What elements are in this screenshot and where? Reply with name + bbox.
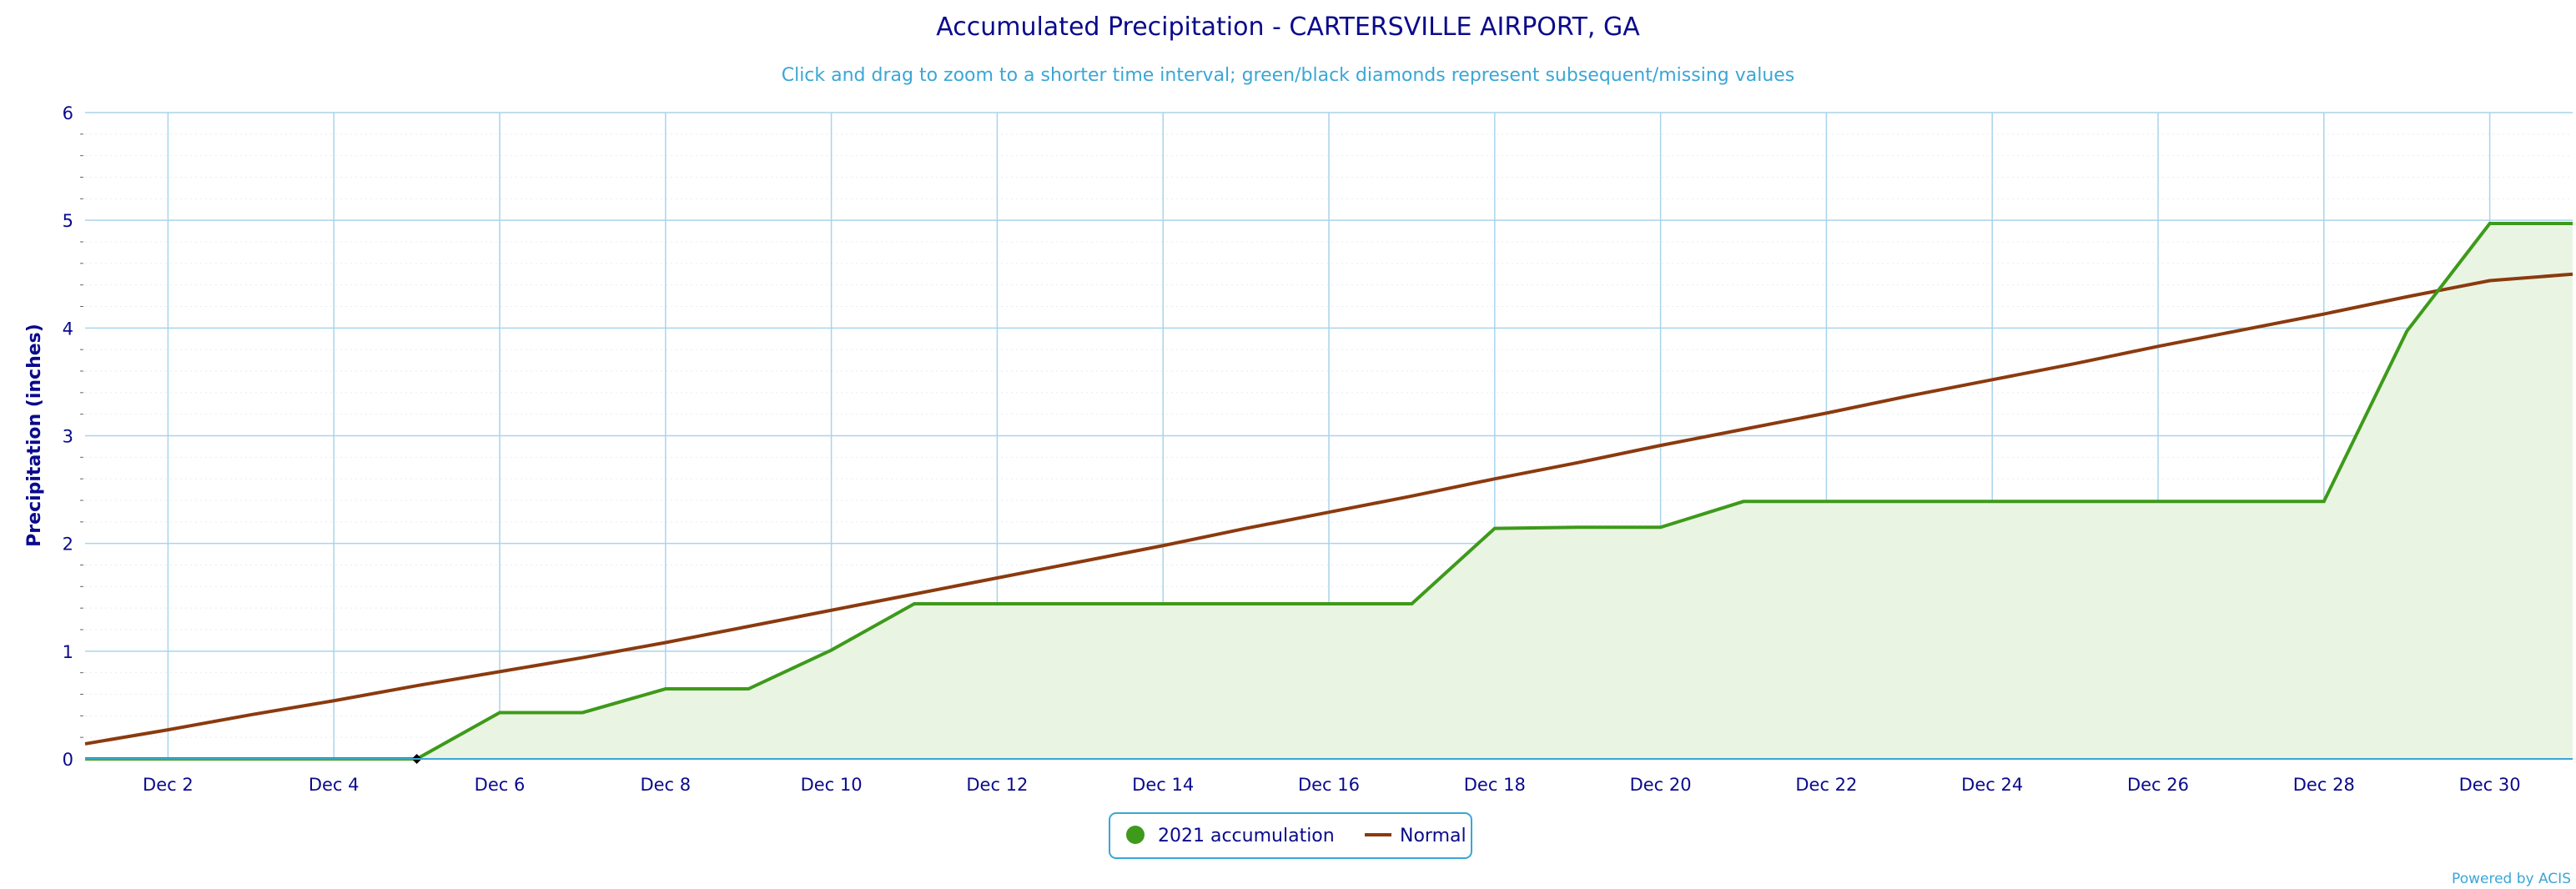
x-tick-label: Dec 18 [1464,775,1526,795]
x-tick-label: Dec 2 [143,775,194,795]
x-tick-label: Dec 12 [966,775,1028,795]
y-tick-label: 5 [63,211,73,231]
y-tick-label: 1 [63,642,73,662]
credits-link[interactable]: Powered by ACIS [2452,871,2571,887]
normal-line[interactable] [84,272,2573,746]
x-tick-label: Dec 30 [2459,775,2521,795]
x-tick-label: Dec 26 [2127,775,2189,795]
x-tick-label: Dec 22 [1795,775,1857,795]
y-tick-label: 4 [63,319,73,339]
y-tick-label: 3 [63,427,73,447]
legend-item-2021-accumulation[interactable]: 2021 accumulation [1126,826,1335,846]
legend-marker-2021-accumulation [1126,826,1145,844]
x-tick-label: Dec 6 [475,775,526,795]
chart-subtitle: Click and drag to zoom to a shorter time… [782,65,1795,86]
legend-label-2021-accumulation: 2021 accumulation [1158,826,1335,846]
legend-box [1109,812,1472,859]
x-tick-label: Dec 4 [309,775,360,795]
accumulation-fill [85,224,2573,760]
y-tick-label: 2 [63,535,73,555]
x-tick-label: Dec 10 [801,775,863,795]
x-tick-label: Dec 28 [2293,775,2355,795]
legend-label-normal: Normal [1400,826,1467,846]
legend-item-normal[interactable]: Normal [1365,826,1467,846]
x-tick-label: Dec 20 [1630,775,1692,795]
y-tick-label: 6 [63,103,73,123]
y-tick-label: 0 [63,750,73,770]
chart-title: Accumulated Precipitation - CARTERSVILLE… [936,13,1640,42]
axes: 0 1 2 3 4 5 6 Dec 2 Dec 4 Dec 6 Dec 8 Dec 10 Dec 12 D… [63,103,2573,795]
x-tick-label: Dec 16 [1298,775,1360,795]
accumulation-area [85,224,2573,760]
x-tick-label: Dec 24 [1961,775,2023,795]
x-tick-label: Dec 8 [640,775,691,795]
accumulation-line[interactable] [85,222,2573,761]
series-lines[interactable] [84,222,2573,761]
legend: 2021 accumulation Normal [1109,812,1472,859]
y-axis-label: Precipitation (inches) [24,324,45,547]
x-tick-label: Dec 14 [1132,775,1194,795]
